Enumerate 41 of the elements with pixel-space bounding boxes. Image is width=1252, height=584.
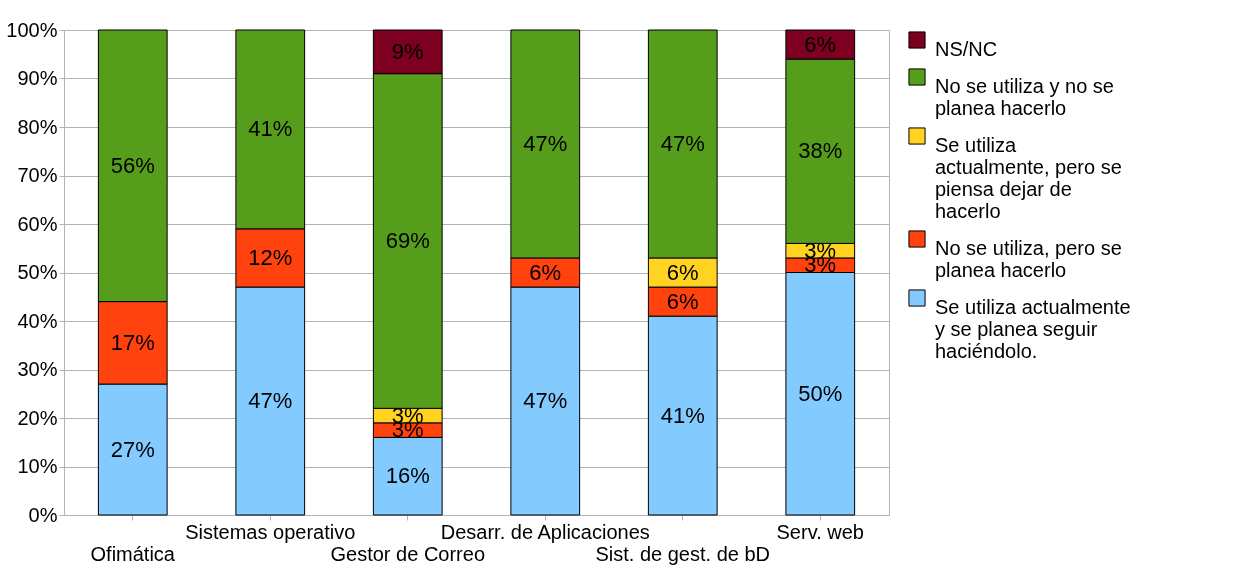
- x-tick-label: Ofimática: [90, 542, 176, 565]
- y-tick-label: 40%: [17, 309, 58, 332]
- data-label: 6%: [804, 31, 837, 57]
- y-tick-label: 20%: [17, 406, 58, 429]
- data-label: 47%: [523, 130, 568, 156]
- data-label: 69%: [385, 227, 430, 253]
- data-label: 41%: [248, 116, 293, 142]
- data-label: 56%: [110, 152, 155, 178]
- data-label: 50%: [798, 380, 843, 406]
- y-tick-label: 70%: [17, 164, 58, 186]
- y-tick-label: 0%: [28, 503, 58, 526]
- y-tick-label: 80%: [17, 115, 58, 138]
- data-label: 41%: [660, 402, 705, 428]
- data-label: 12%: [248, 244, 293, 270]
- data-label: 9%: [391, 38, 424, 64]
- y-tick-label: 60%: [17, 212, 58, 235]
- data-label: 16%: [385, 463, 430, 489]
- y-tick-label: 100%: [6, 18, 58, 41]
- data-label: 47%: [660, 130, 705, 156]
- x-tick-label: Sist. de gest. de bD: [595, 542, 771, 565]
- x-tick-label: Sistemas operativo: [185, 520, 356, 543]
- data-label: 6%: [529, 259, 562, 285]
- data-label: 38%: [798, 138, 843, 164]
- legend-label: NS/NC: [935, 38, 998, 60]
- data-label: 17%: [110, 329, 155, 355]
- y-tick-label: 10%: [17, 455, 58, 477]
- x-tick-label: Desarr. de Aplicaciones: [440, 520, 650, 543]
- data-label: 47%: [523, 388, 568, 414]
- data-label: 47%: [248, 388, 293, 414]
- data-label: 6%: [666, 288, 699, 314]
- y-tick-label: 90%: [17, 67, 58, 89]
- legend-label: No se utiliza, pero se planea hacerlo: [935, 237, 1122, 281]
- legend-label: Se utiliza actualmente y se planea seguir haciéndolo.: [935, 296, 1131, 362]
- data-label: 6%: [666, 259, 699, 285]
- legend-label: No se utiliza y no se planea hacerlo: [935, 75, 1114, 119]
- y-tick-label: 50%: [17, 261, 58, 283]
- legend-label: Se utiliza actualmente, pero se piensa dejar de hacerlo: [935, 134, 1122, 222]
- x-tick-label: Gestor de Correo: [330, 542, 486, 565]
- data-label: 27%: [110, 436, 155, 462]
- x-tick-label: Serv. web: [776, 520, 864, 543]
- y-tick-label: 30%: [17, 358, 58, 380]
